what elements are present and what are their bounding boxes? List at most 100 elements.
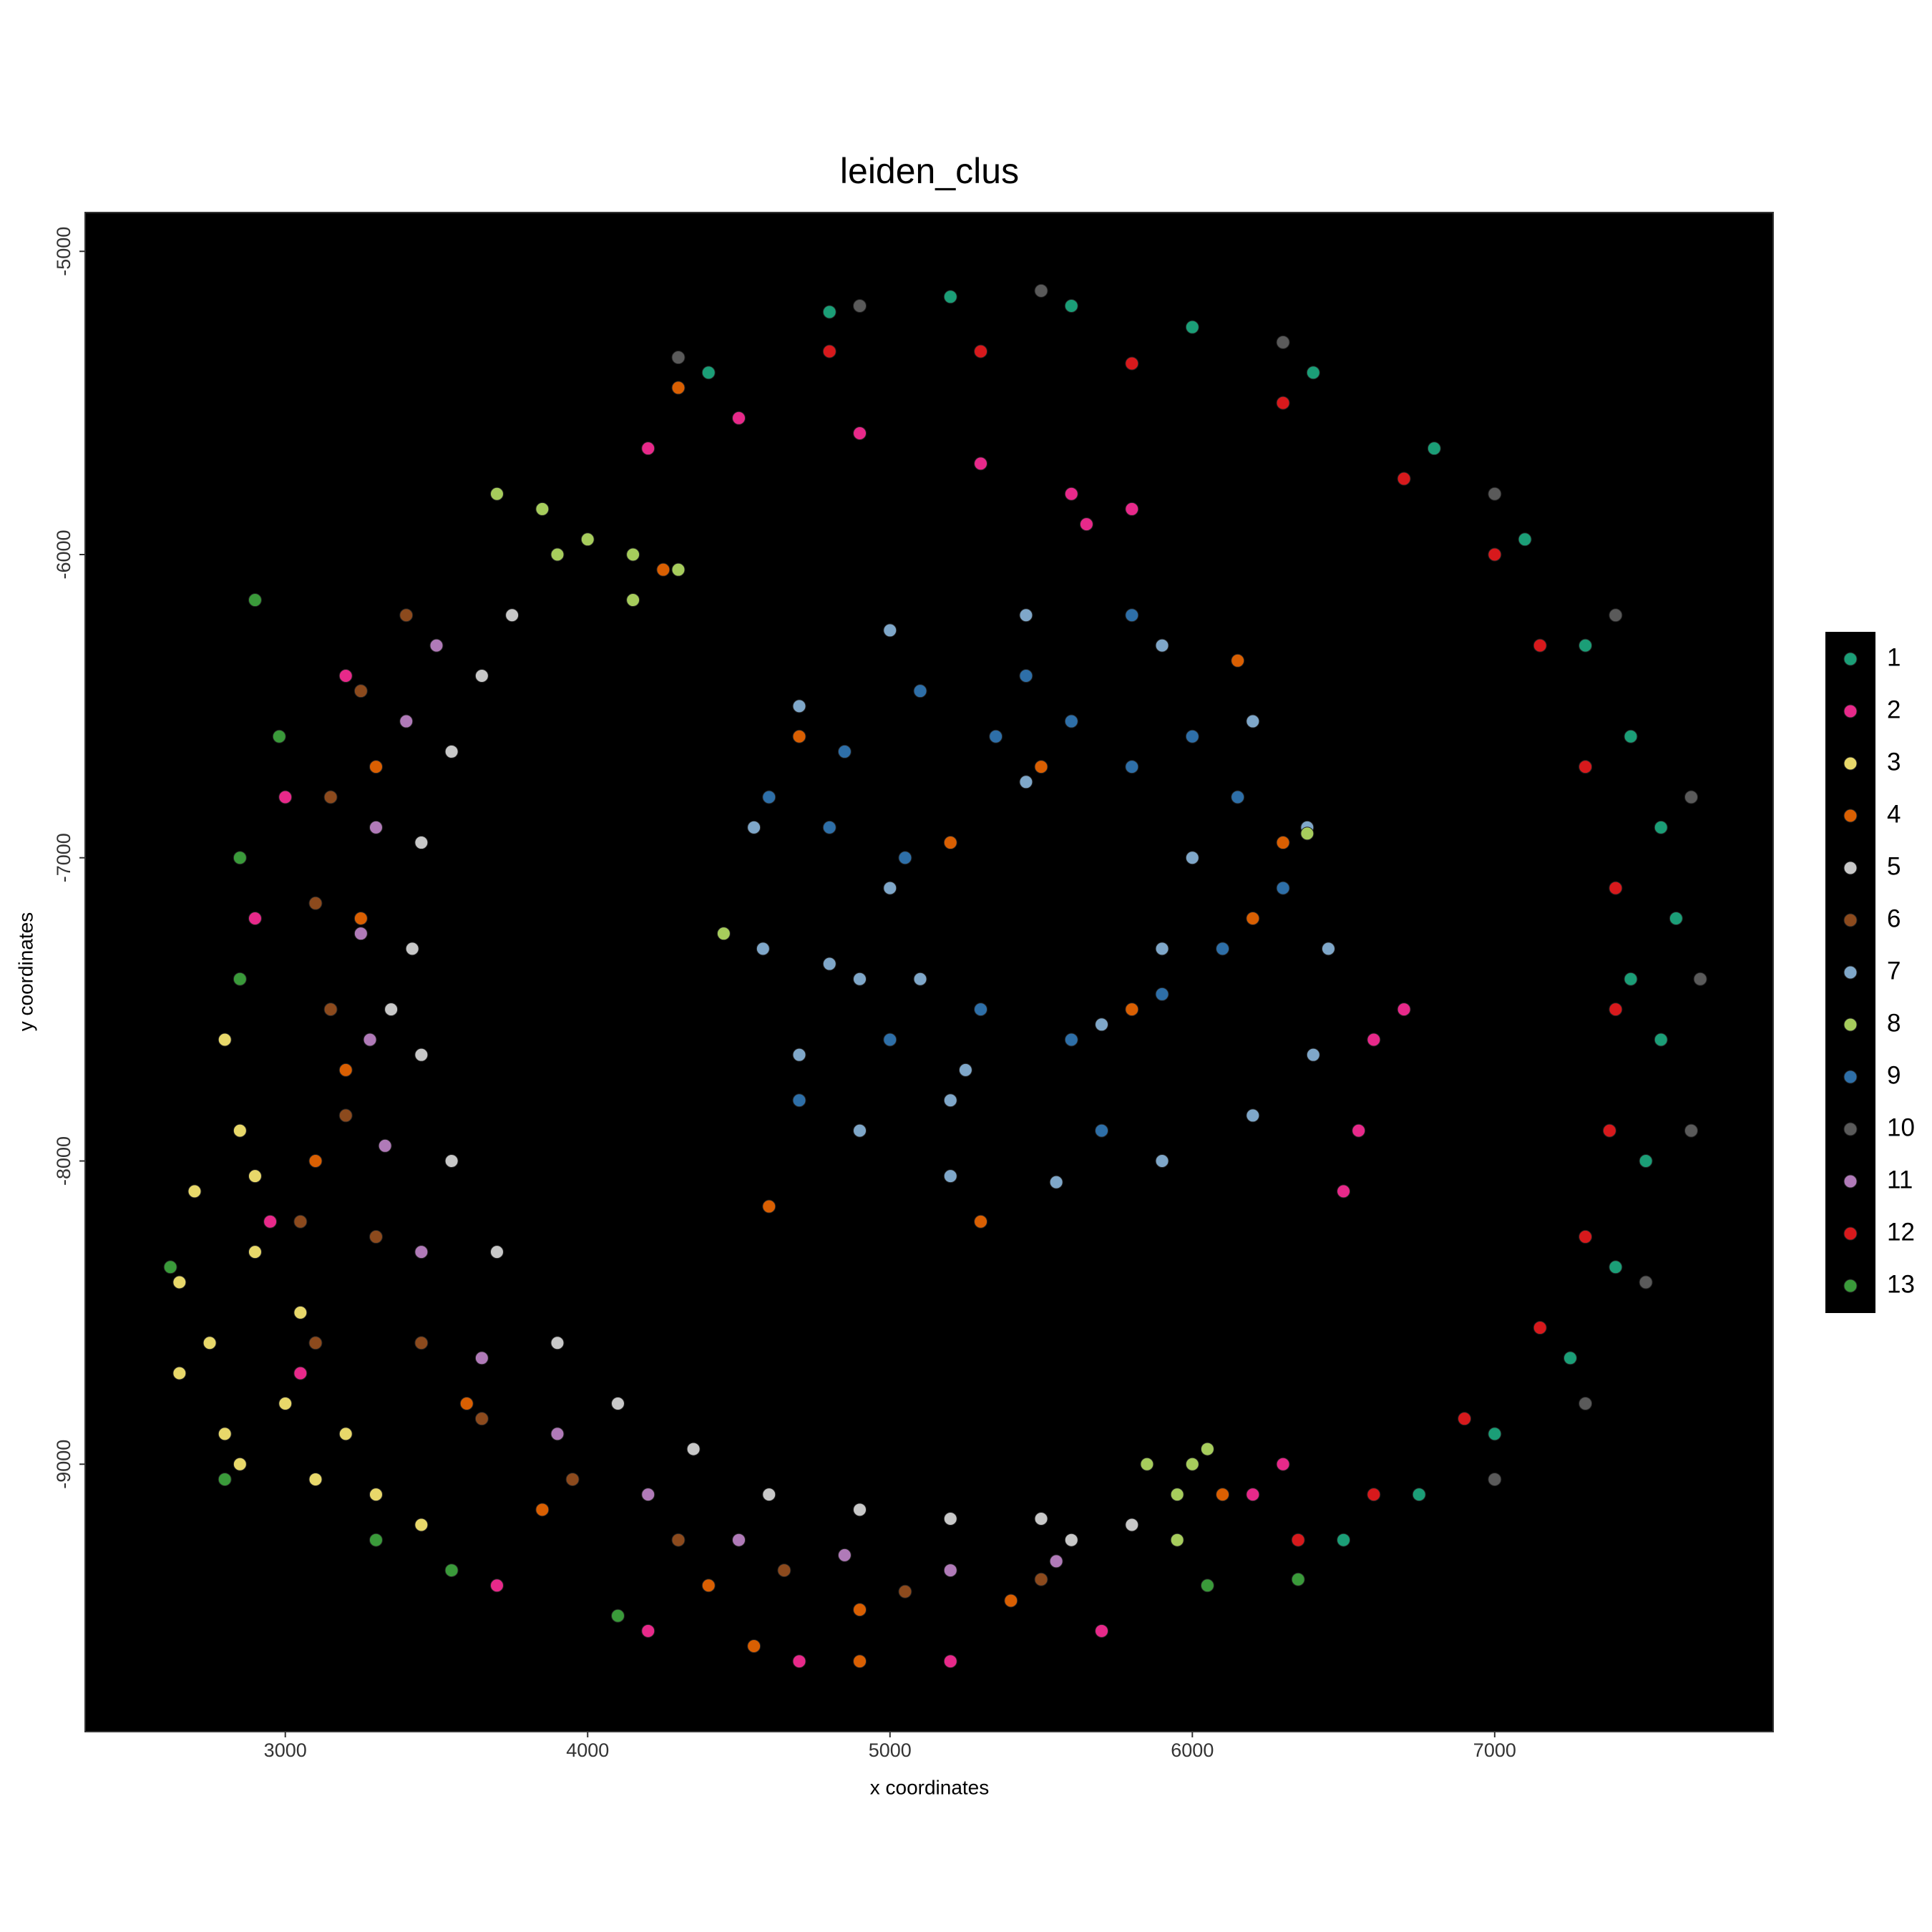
point xyxy=(1488,1427,1502,1441)
point xyxy=(1034,1572,1048,1586)
point xyxy=(792,729,806,743)
point xyxy=(233,851,247,865)
point xyxy=(414,1336,429,1350)
point xyxy=(1155,987,1169,1001)
point xyxy=(338,1063,353,1077)
point xyxy=(792,1093,806,1108)
point xyxy=(1639,1275,1653,1289)
point xyxy=(172,1275,187,1289)
point xyxy=(1276,1457,1290,1471)
point xyxy=(626,593,640,608)
point xyxy=(405,942,419,956)
point xyxy=(369,760,383,774)
x-tick-label: 3000 xyxy=(264,1740,307,1761)
point xyxy=(323,1002,338,1017)
point xyxy=(913,684,927,698)
point xyxy=(1019,775,1033,789)
x-axis-title: x coordinates xyxy=(870,1776,990,1798)
point xyxy=(792,1048,806,1062)
point xyxy=(1246,911,1260,925)
point xyxy=(1064,299,1078,313)
y-axis-title: y coordinates xyxy=(14,912,36,1032)
point xyxy=(338,668,353,683)
legend-swatch xyxy=(1843,1279,1858,1293)
point xyxy=(278,1396,293,1410)
point xyxy=(898,1584,912,1599)
legend-swatch xyxy=(1843,809,1858,823)
point xyxy=(943,1654,957,1669)
point xyxy=(777,1563,791,1578)
point xyxy=(1291,1572,1305,1586)
point xyxy=(338,1427,353,1441)
point xyxy=(1125,1518,1139,1532)
point xyxy=(762,790,776,804)
point xyxy=(1337,1533,1351,1547)
x-tick-label: 4000 xyxy=(566,1740,609,1761)
point xyxy=(974,344,988,358)
point xyxy=(429,638,444,653)
point xyxy=(641,441,655,456)
plot-background xyxy=(84,212,1774,1732)
point xyxy=(248,1245,262,1259)
legend-label: 5 xyxy=(1887,852,1901,880)
legend-swatch xyxy=(1843,861,1858,875)
point xyxy=(732,411,746,425)
point xyxy=(1609,608,1623,623)
point xyxy=(353,911,368,925)
point xyxy=(883,623,897,638)
point xyxy=(1306,366,1320,380)
point xyxy=(535,1503,550,1517)
point xyxy=(671,351,686,365)
chart-title: leiden_clus xyxy=(840,151,1019,191)
point xyxy=(853,1654,867,1669)
point xyxy=(1367,1033,1381,1047)
point xyxy=(686,1442,701,1456)
point xyxy=(1064,1533,1078,1547)
point xyxy=(248,1169,262,1184)
point xyxy=(1458,1412,1472,1426)
point xyxy=(399,714,414,728)
point xyxy=(369,1229,383,1244)
point xyxy=(822,820,836,834)
point xyxy=(1291,1533,1305,1547)
legend-label: 6 xyxy=(1887,904,1901,932)
point xyxy=(1034,1512,1048,1526)
point xyxy=(580,532,595,547)
point xyxy=(974,457,988,471)
y-tick-label: -6000 xyxy=(53,530,74,579)
legend-swatch xyxy=(1843,1122,1858,1136)
point xyxy=(369,1533,383,1547)
point xyxy=(1609,881,1623,895)
point xyxy=(1034,760,1048,774)
point xyxy=(444,1153,459,1168)
point xyxy=(671,562,686,577)
point xyxy=(1185,851,1199,865)
point xyxy=(747,820,761,834)
legend-label: 7 xyxy=(1887,957,1901,985)
point xyxy=(1300,826,1314,841)
point xyxy=(1155,638,1169,653)
legend-label: 13 xyxy=(1887,1270,1915,1298)
point xyxy=(233,1457,247,1471)
point xyxy=(1427,441,1441,456)
point xyxy=(1352,1123,1366,1138)
point xyxy=(762,1199,776,1214)
point xyxy=(1276,396,1290,410)
point xyxy=(1064,1033,1078,1047)
legend-swatch xyxy=(1843,756,1858,771)
legend-label: 9 xyxy=(1887,1061,1901,1089)
point xyxy=(414,1048,429,1062)
point xyxy=(1276,335,1290,349)
point xyxy=(218,1427,232,1441)
point xyxy=(641,1488,655,1502)
point xyxy=(943,290,957,304)
point xyxy=(1602,1123,1616,1138)
legend-swatch xyxy=(1843,913,1858,927)
point xyxy=(1125,760,1139,774)
point xyxy=(671,381,686,395)
point xyxy=(958,1063,972,1077)
point xyxy=(762,1488,776,1502)
point xyxy=(1216,942,1230,956)
point xyxy=(641,1624,655,1638)
